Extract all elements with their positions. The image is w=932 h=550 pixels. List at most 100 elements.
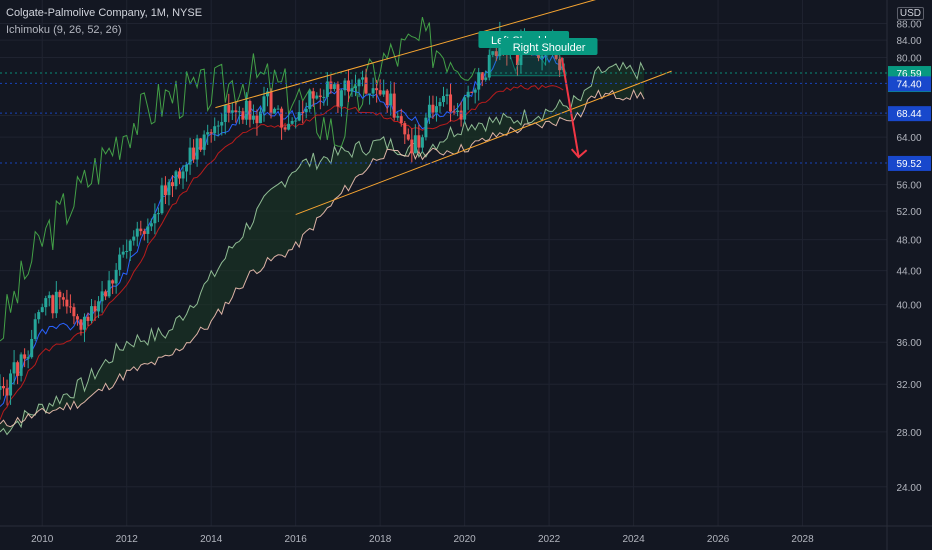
candle-body — [209, 132, 213, 134]
candle-body — [61, 297, 65, 300]
price-tick-label: 52.00 — [896, 207, 921, 218]
chart-title: Colgate-Palmolive Company, 1M, NYSE — [6, 7, 203, 19]
candle-body — [445, 94, 449, 97]
candle-body — [16, 362, 20, 376]
time-tick-label: 2016 — [285, 534, 308, 545]
candle-body — [332, 84, 336, 89]
candle-body — [227, 104, 231, 113]
candle-body — [392, 93, 396, 118]
currency-label[interactable]: USD — [896, 7, 924, 20]
candle-body — [434, 106, 438, 113]
candle-body — [237, 111, 241, 113]
candle-body — [139, 228, 143, 232]
candle-body — [230, 110, 234, 113]
candle-body — [287, 123, 291, 130]
time-tick-label: 2012 — [116, 534, 139, 545]
price-tag-text: 68.44 — [896, 109, 921, 120]
candle-body — [406, 134, 410, 140]
candle-body — [199, 138, 203, 150]
candle-body — [266, 91, 270, 97]
candle-body — [100, 291, 104, 302]
price-tick-label: 28.00 — [896, 428, 921, 439]
candle-body — [424, 117, 428, 138]
candle-body — [170, 182, 174, 187]
drawings[interactable]: Left ShoulderRight Shoulder — [215, 0, 672, 216]
candle-body — [5, 388, 9, 396]
candle-body — [515, 49, 519, 66]
candle-body — [262, 96, 266, 112]
time-tick-label: 2018 — [369, 534, 392, 545]
ichimoku-cloud-fill — [0, 62, 645, 435]
candle-body — [343, 80, 347, 91]
time-tick-label: 2024 — [622, 534, 645, 545]
candle-body — [325, 81, 329, 97]
candle-body — [251, 115, 255, 120]
price-tick-label: 48.00 — [896, 236, 921, 247]
candle-body — [399, 116, 403, 124]
candle-body — [410, 139, 414, 154]
projection-arrow-line — [560, 57, 580, 158]
candle-body — [311, 91, 315, 99]
price-tag-text: 59.52 — [896, 159, 921, 170]
candle-body — [346, 80, 350, 92]
price-tick-label: 64.00 — [896, 133, 921, 144]
candle-body — [336, 84, 340, 107]
candle-body — [329, 81, 333, 89]
candle-body — [241, 111, 245, 120]
candle-body — [206, 132, 210, 135]
candle-body — [160, 185, 164, 214]
candle-body — [280, 108, 284, 128]
candle-body — [192, 147, 196, 160]
candle-body — [0, 386, 2, 390]
candle-body — [449, 94, 453, 112]
candle-body — [118, 254, 122, 270]
candle-body — [540, 55, 544, 59]
channel-upper-line — [215, 0, 596, 109]
candle-body — [473, 89, 477, 93]
candles — [0, 21, 565, 406]
candle-body — [234, 110, 238, 113]
time-tick-label: 2028 — [791, 534, 814, 545]
time-axis-background — [0, 526, 932, 550]
candle-body — [308, 91, 312, 109]
candle-body — [480, 72, 484, 80]
candle-body — [220, 122, 224, 126]
candle-body — [19, 354, 23, 376]
candle-body — [163, 185, 167, 196]
candle-body — [484, 77, 488, 80]
leading-span-a-line — [0, 61, 645, 436]
right-shoulder-label-box — [500, 38, 598, 55]
candle-body — [463, 97, 467, 120]
candle-body — [318, 95, 322, 97]
candle-body — [442, 96, 445, 103]
candle-body — [403, 123, 407, 135]
candle-body — [315, 95, 319, 99]
candle-body — [181, 171, 185, 179]
time-tick-label: 2022 — [538, 534, 561, 545]
candle-body — [276, 108, 280, 110]
candle-body — [339, 90, 343, 107]
candle-body — [304, 108, 308, 113]
candle-body — [385, 90, 389, 106]
grid-lines — [0, 0, 887, 526]
candle-body — [248, 100, 252, 120]
candle-body — [121, 251, 125, 255]
price-tag — [888, 76, 931, 92]
candle-body — [44, 298, 48, 308]
indicator-legend[interactable]: Ichimoku (9, 26, 52, 26) — [6, 24, 122, 36]
candle-body — [350, 88, 354, 92]
price-tag — [888, 155, 931, 171]
candle-body — [125, 250, 129, 252]
candle-body — [438, 102, 442, 107]
candle-body — [142, 231, 146, 234]
candle-body — [382, 90, 386, 95]
price-tick-label: 88.00 — [896, 20, 921, 31]
candle-body — [51, 295, 55, 314]
ichimoku-cloud — [0, 61, 645, 436]
candle-body — [213, 126, 217, 134]
candle-body — [354, 86, 358, 89]
candle-body — [37, 312, 41, 320]
candle-body — [149, 223, 153, 227]
